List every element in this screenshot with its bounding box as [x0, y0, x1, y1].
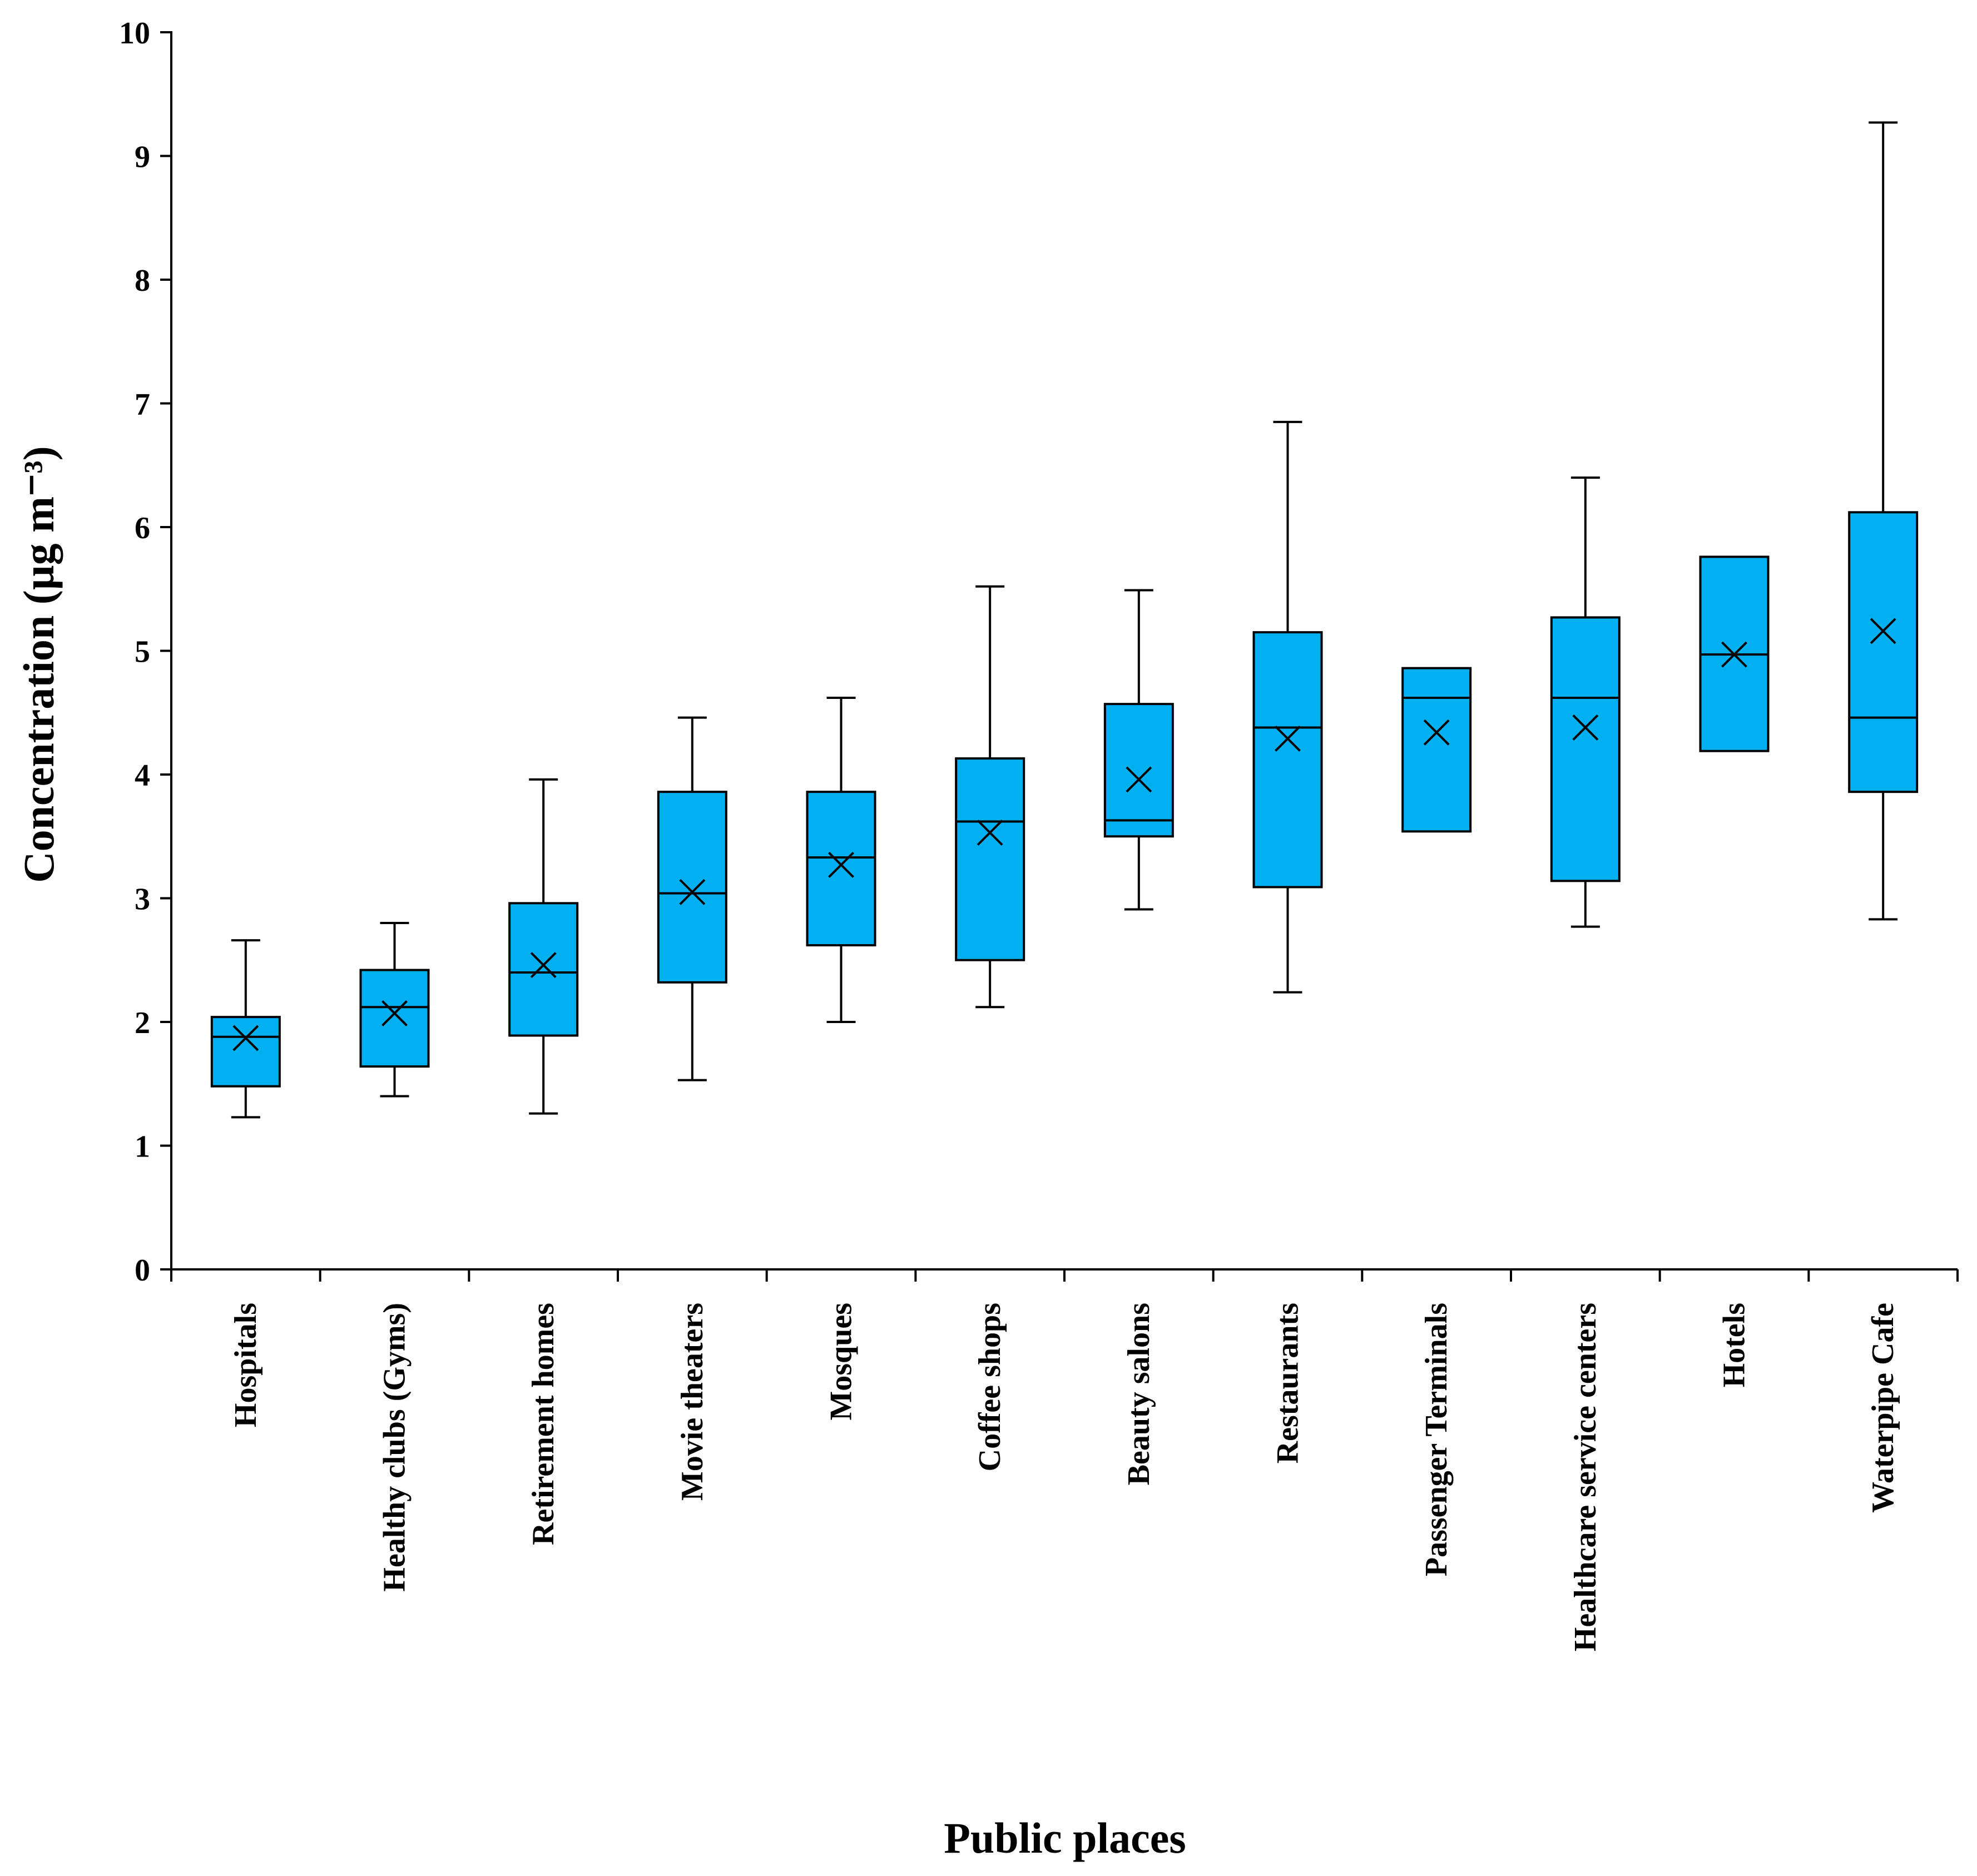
- y-tick-label: 4: [135, 758, 150, 793]
- iqr-box: [955, 757, 1025, 961]
- iqr-box: [210, 1016, 281, 1088]
- iqr-box: [1103, 703, 1174, 838]
- y-tick-label: 7: [135, 388, 150, 422]
- x-category-label: Healthy clubs (Gyms): [378, 1303, 412, 1592]
- mean-marker: [1126, 766, 1152, 793]
- mean-marker: [1870, 618, 1896, 644]
- iqr-box: [1401, 667, 1472, 833]
- labels-layer: 0 1 2 3 4 5 6 7 8 9 10 Hospitals Healthy clubs (Gyms…: [119, 16, 1900, 1651]
- x-category-label: Passenger Terminals: [1419, 1303, 1454, 1576]
- box-2: [359, 922, 430, 1098]
- x-category-label: Restaurants: [1271, 1303, 1305, 1463]
- box-3: [508, 778, 579, 1115]
- box-10: [1550, 477, 1621, 928]
- iqr-box: [359, 969, 430, 1068]
- box-7: [1103, 589, 1174, 911]
- x-category-label: Coffee shops: [973, 1303, 1007, 1471]
- mean-marker: [679, 879, 706, 905]
- box-6: [955, 585, 1025, 1009]
- box-4: [657, 716, 727, 1081]
- iqr-box: [508, 902, 579, 1037]
- mean-marker: [1572, 714, 1599, 741]
- mean-marker: [1423, 719, 1450, 746]
- y-tick-label: 2: [135, 1006, 150, 1040]
- box-11: [1699, 555, 1770, 752]
- x-category-label: Movie theaters: [675, 1303, 710, 1501]
- boxes-layer: [210, 121, 1919, 1119]
- x-category-label: Hotels: [1717, 1303, 1752, 1387]
- y-tick-label: 9: [135, 140, 150, 175]
- y-tick-label: 3: [135, 882, 150, 917]
- box-8: [1252, 420, 1323, 994]
- mean-marker: [1275, 726, 1301, 752]
- mean-marker: [381, 1000, 408, 1026]
- iqr-box: [806, 791, 876, 947]
- x-category-label: Hospitals: [229, 1303, 263, 1427]
- box-12: [1848, 121, 1919, 921]
- y-tick-label: 6: [135, 511, 150, 545]
- box-9: [1401, 667, 1472, 833]
- y-tick-label: 10: [119, 16, 150, 51]
- y-tick-label: 0: [135, 1253, 150, 1288]
- y-tick-label: 8: [135, 264, 150, 298]
- axes-layer: [160, 31, 1959, 1282]
- y-tick-label: 5: [135, 635, 150, 669]
- iqr-box: [1252, 631, 1323, 889]
- x-axis-title: Public places: [944, 1814, 1186, 1862]
- x-category-label: Healthcare service centers: [1568, 1303, 1603, 1651]
- iqr-box: [1848, 511, 1919, 793]
- mean-marker: [1721, 641, 1747, 668]
- mean-marker: [232, 1025, 259, 1051]
- y-axis-title: Concentration (µg m⁻³): [14, 446, 63, 882]
- mean-marker: [530, 952, 557, 979]
- iqr-box: [1550, 616, 1621, 882]
- mean-marker: [977, 820, 1003, 846]
- x-category-label: Retirement homes: [526, 1303, 561, 1545]
- x-category-label: Beauty salons: [1122, 1303, 1156, 1485]
- iqr-box: [657, 791, 727, 984]
- x-category-label: Waterpipe Cafe: [1866, 1303, 1900, 1513]
- box-5: [806, 697, 876, 1023]
- x-category-label: Mosques: [824, 1303, 859, 1421]
- box-1: [210, 939, 281, 1119]
- mean-marker: [828, 852, 854, 878]
- y-tick-label: 1: [135, 1130, 150, 1164]
